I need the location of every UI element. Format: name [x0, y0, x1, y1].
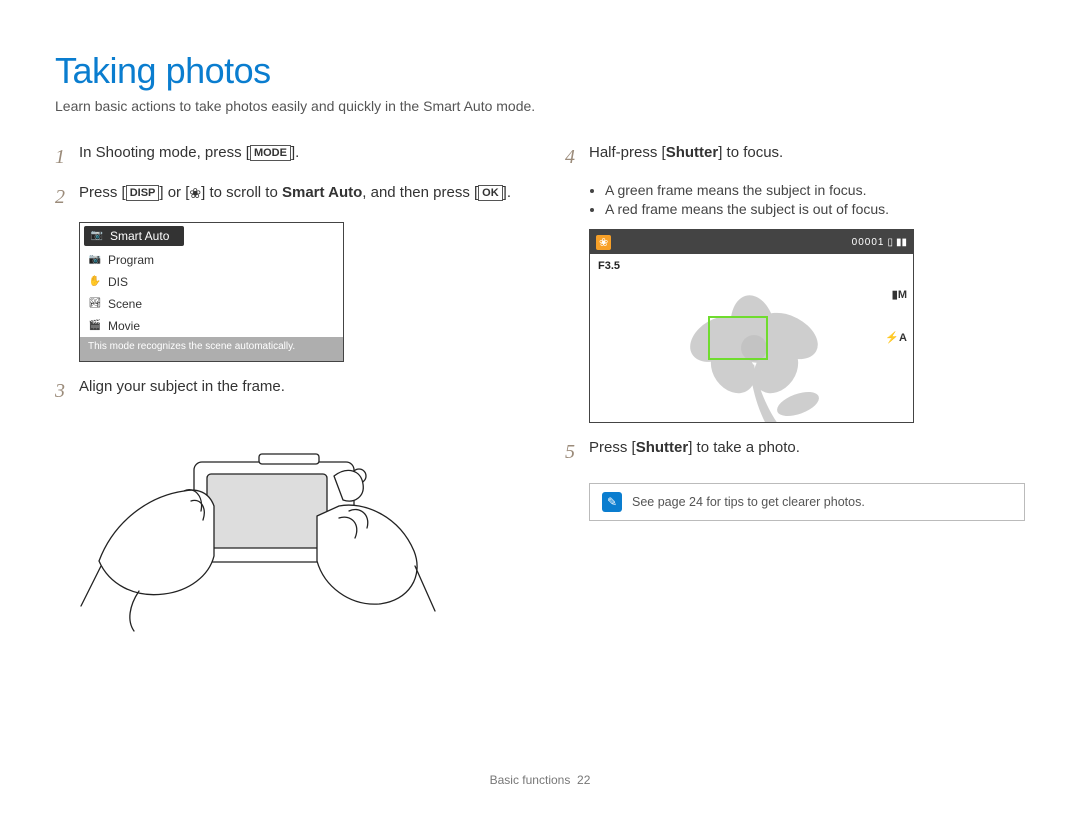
ok-key-icon: OK: [478, 185, 503, 201]
step-number: 5: [565, 437, 589, 467]
content-columns: 1 In Shooting mode, press [MODE]. 2 Pres…: [55, 142, 1025, 636]
left-column: 1 In Shooting mode, press [MODE]. 2 Pres…: [55, 142, 515, 636]
size-icon: ▮M: [885, 288, 907, 301]
step-4-bullets: A green frame means the subject in focus…: [605, 182, 1025, 217]
step-1: 1 In Shooting mode, press [MODE].: [55, 142, 515, 172]
camera-liveview: ❀ 00001 ▯ ▮▮ F3.5: [589, 229, 914, 423]
mode-item-smart-auto[interactable]: 📷 Smart Auto: [84, 226, 184, 246]
aperture-value: F3.5: [598, 260, 620, 272]
mode-item-movie[interactable]: 🎬 Movie: [80, 315, 343, 337]
step-3: 3 Align your subject in the frame.: [55, 376, 515, 406]
tip-icon: ✎: [602, 492, 622, 512]
mode-item-dis[interactable]: ✋ DIS: [80, 271, 343, 293]
mode-menu: 📷 Smart Auto 📷 Program ✋ DIS 🏞 Scene 🎬 M…: [79, 222, 344, 362]
step-body: Press [Shutter] to take a photo.: [589, 437, 1025, 467]
text: ] to focus.: [718, 144, 783, 161]
mode-label: Program: [108, 253, 154, 267]
page-title: Taking photos: [55, 50, 1025, 92]
text: ] to take a photo.: [688, 439, 800, 456]
mode-item-scene[interactable]: 🏞 Scene: [80, 293, 343, 315]
scene-icon: 🏞: [88, 298, 102, 310]
macro-mode-icon: ❀: [596, 235, 611, 250]
step-body: Half-press [Shutter] to focus.: [589, 142, 1025, 172]
text: Press [: [589, 439, 636, 456]
battery-icon: ▮▮: [896, 237, 907, 248]
shot-counter: 00001: [852, 237, 885, 248]
page-subtitle: Learn basic actions to take photos easil…: [55, 98, 1025, 114]
footer-section: Basic functions: [490, 773, 571, 787]
step-number: 4: [565, 142, 589, 172]
mode-key-icon: MODE: [250, 145, 291, 161]
step-2: 2 Press [DISP] or [❀] to scroll to Smart…: [55, 182, 515, 212]
hands-holding-camera-illustration: [79, 416, 439, 636]
liveview-side-icons: ▮M ⚡A: [885, 288, 907, 344]
text: ].: [503, 184, 511, 201]
hand-icon: ✋: [88, 276, 102, 288]
smart-auto-label: Smart Auto: [282, 184, 362, 201]
movie-icon: 🎬: [88, 320, 102, 332]
right-column: 4 Half-press [Shutter] to focus. A green…: [565, 142, 1025, 636]
bullet: A red frame means the subject is out of …: [605, 201, 1025, 217]
text: In Shooting mode, press [: [79, 144, 250, 161]
macro-icon: ❀: [189, 183, 201, 204]
mode-label: Scene: [108, 297, 142, 311]
camera-icon: 📷: [90, 230, 104, 242]
text: ] or [: [159, 184, 189, 201]
text: Press [: [79, 184, 126, 201]
flash-auto-icon: ⚡A: [885, 331, 907, 344]
page-footer: Basic functions 22: [0, 773, 1080, 787]
shutter-label: Shutter: [666, 144, 719, 161]
mode-label: DIS: [108, 275, 128, 289]
tip-text: See page 24 for tips to get clearer phot…: [632, 495, 865, 509]
card-icon: ▯: [887, 237, 893, 248]
text: ].: [291, 144, 299, 161]
focus-frame: [708, 316, 768, 360]
camera-icon: 📷: [88, 254, 102, 266]
mode-label: Movie: [108, 319, 140, 333]
step-number: 2: [55, 182, 79, 212]
topbar-right: 00001 ▯ ▮▮: [852, 237, 907, 248]
step-body: In Shooting mode, press [MODE].: [79, 142, 515, 172]
liveview-body: F3.5 ▮M ⚡: [590, 254, 913, 422]
step-body: Press [DISP] or [❀] to scroll to Smart A…: [79, 182, 515, 212]
disp-key-icon: DISP: [126, 185, 160, 201]
text: ] to scroll to: [201, 184, 282, 201]
step-number: 3: [55, 376, 79, 406]
mode-item-program[interactable]: 📷 Program: [80, 249, 343, 271]
text: Half-press [: [589, 144, 666, 161]
mode-menu-description: This mode recognizes the scene automatic…: [80, 337, 343, 361]
text: , and then press [: [362, 184, 478, 201]
mode-label: Smart Auto: [110, 229, 169, 243]
step-5: 5 Press [Shutter] to take a photo.: [565, 437, 1025, 467]
liveview-topbar: ❀ 00001 ▯ ▮▮: [590, 230, 913, 254]
bullet: A green frame means the subject in focus…: [605, 182, 1025, 198]
tip-callout: ✎ See page 24 for tips to get clearer ph…: [589, 483, 1025, 521]
footer-page-number: 22: [577, 773, 590, 787]
shutter-label: Shutter: [636, 439, 689, 456]
step-body: Align your subject in the frame.: [79, 376, 515, 406]
step-4: 4 Half-press [Shutter] to focus.: [565, 142, 1025, 172]
step-number: 1: [55, 142, 79, 172]
